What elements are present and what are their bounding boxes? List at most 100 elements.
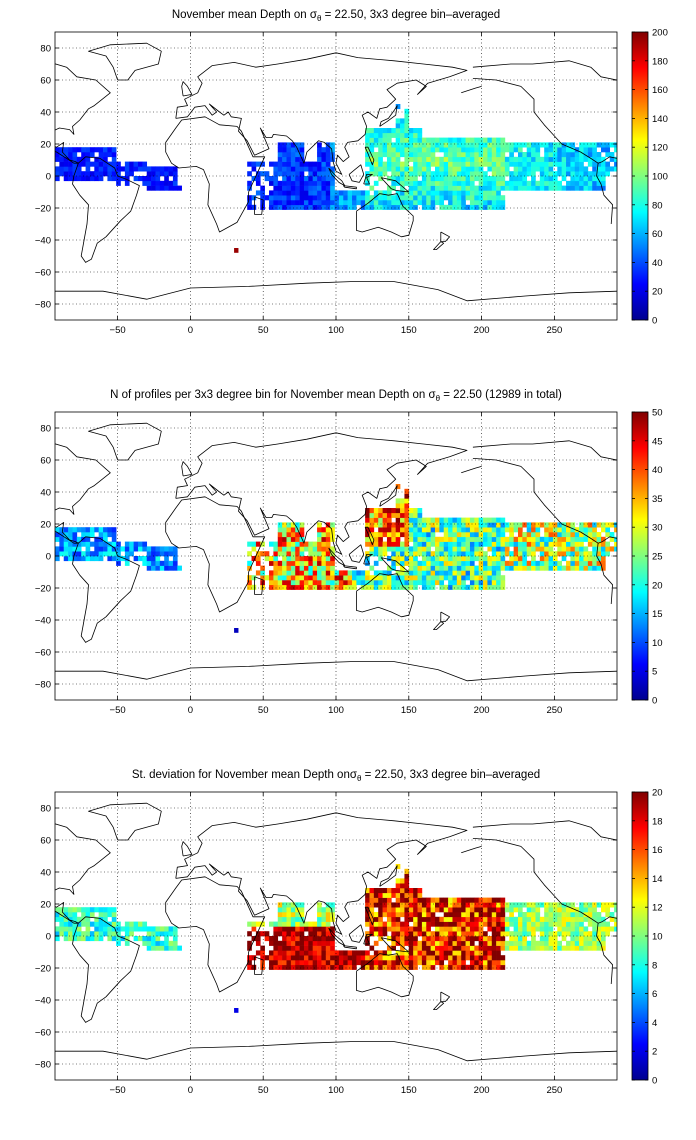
data-cell xyxy=(395,498,401,504)
data-cell xyxy=(365,532,370,538)
data-cell xyxy=(386,907,392,913)
data-cell xyxy=(151,180,156,186)
data-cell xyxy=(448,180,453,186)
data-cell xyxy=(421,137,427,143)
data-cell xyxy=(308,176,314,182)
data-cell xyxy=(500,560,506,566)
data-cell xyxy=(103,532,108,538)
data-cell xyxy=(600,161,606,167)
data-cell xyxy=(382,888,388,894)
data-cell xyxy=(312,560,318,566)
data-cell xyxy=(334,190,340,196)
data-cell xyxy=(548,565,554,571)
data-cell xyxy=(255,560,261,566)
data-cell xyxy=(500,565,506,571)
data-cell xyxy=(448,936,453,942)
data-cell xyxy=(159,551,165,557)
data-cell xyxy=(295,565,300,571)
data-cell xyxy=(452,950,458,956)
data-cell xyxy=(295,551,300,557)
data-cell xyxy=(303,570,309,576)
data-cell xyxy=(426,575,431,581)
data-cell xyxy=(408,936,414,942)
data-cell xyxy=(600,171,606,177)
data-cell xyxy=(59,912,65,918)
data-cell xyxy=(404,926,410,932)
data-cell xyxy=(391,541,396,547)
data-cell xyxy=(330,580,335,586)
data-cell xyxy=(55,152,60,158)
data-cell xyxy=(491,940,497,946)
data-cell xyxy=(469,902,475,908)
data-cell xyxy=(321,960,327,966)
data-cell xyxy=(552,176,558,182)
data-cell xyxy=(539,166,545,172)
data-cell xyxy=(456,902,462,908)
data-cell xyxy=(386,190,392,196)
data-cell xyxy=(583,532,589,538)
data-cell xyxy=(500,541,506,547)
data-cell xyxy=(443,532,449,538)
data-cell xyxy=(286,551,292,557)
colorbar-gradient xyxy=(632,792,648,1080)
data-cell xyxy=(496,560,501,566)
data-cell xyxy=(391,916,396,922)
data-cell xyxy=(566,171,571,177)
data-cell xyxy=(426,171,431,177)
data-cell xyxy=(290,532,296,538)
data-cell xyxy=(592,921,597,927)
data-cell xyxy=(378,128,383,134)
data-cell xyxy=(260,931,265,937)
data-cell xyxy=(321,161,327,167)
data-cell xyxy=(421,907,427,913)
data-cell xyxy=(168,565,174,571)
data-cell xyxy=(443,551,449,557)
data-cell xyxy=(255,556,261,562)
data-cell xyxy=(251,195,257,201)
data-cell xyxy=(587,161,593,167)
data-cell xyxy=(583,936,589,942)
data-cell xyxy=(400,931,405,937)
data-cell xyxy=(68,152,73,158)
data-cell xyxy=(356,195,362,201)
data-cell xyxy=(378,190,383,196)
data-cell xyxy=(378,512,383,518)
data-cell xyxy=(535,907,541,913)
data-cell xyxy=(408,527,414,533)
data-cell xyxy=(456,580,462,586)
data-cell xyxy=(452,546,458,552)
data-cell xyxy=(478,176,484,182)
data-cell xyxy=(330,936,335,942)
data-cell xyxy=(373,166,379,172)
data-cell xyxy=(400,185,405,191)
data-cell xyxy=(430,565,436,571)
data-cell xyxy=(308,931,314,937)
data-cell xyxy=(491,907,497,913)
data-cell xyxy=(269,190,274,196)
data-cell xyxy=(146,926,152,932)
data-cell xyxy=(299,964,305,970)
data-cell xyxy=(142,176,148,182)
data-cell xyxy=(386,517,392,523)
data-cell xyxy=(452,960,458,966)
data-cell xyxy=(308,940,314,946)
data-cell xyxy=(299,921,305,927)
data-cell xyxy=(509,142,514,148)
data-cell xyxy=(286,195,292,201)
data-cell xyxy=(566,551,571,557)
data-cell xyxy=(369,888,375,894)
y-tick-label: 20 xyxy=(40,900,51,911)
panel-title-std: St. deviation for November mean Depth on… xyxy=(132,769,540,783)
data-cell xyxy=(391,888,396,894)
data-cell xyxy=(574,926,580,932)
panel-count: N of profiles per 3x3 degree bin for Nov… xyxy=(35,389,663,716)
data-cell xyxy=(391,536,396,542)
data-cell xyxy=(478,921,484,927)
data-cell xyxy=(417,156,423,162)
data-cell xyxy=(465,180,471,186)
data-cell xyxy=(461,921,466,927)
data-cell xyxy=(474,565,479,571)
data-cell xyxy=(59,541,65,547)
data-cell xyxy=(282,560,287,566)
data-cell xyxy=(325,921,331,927)
